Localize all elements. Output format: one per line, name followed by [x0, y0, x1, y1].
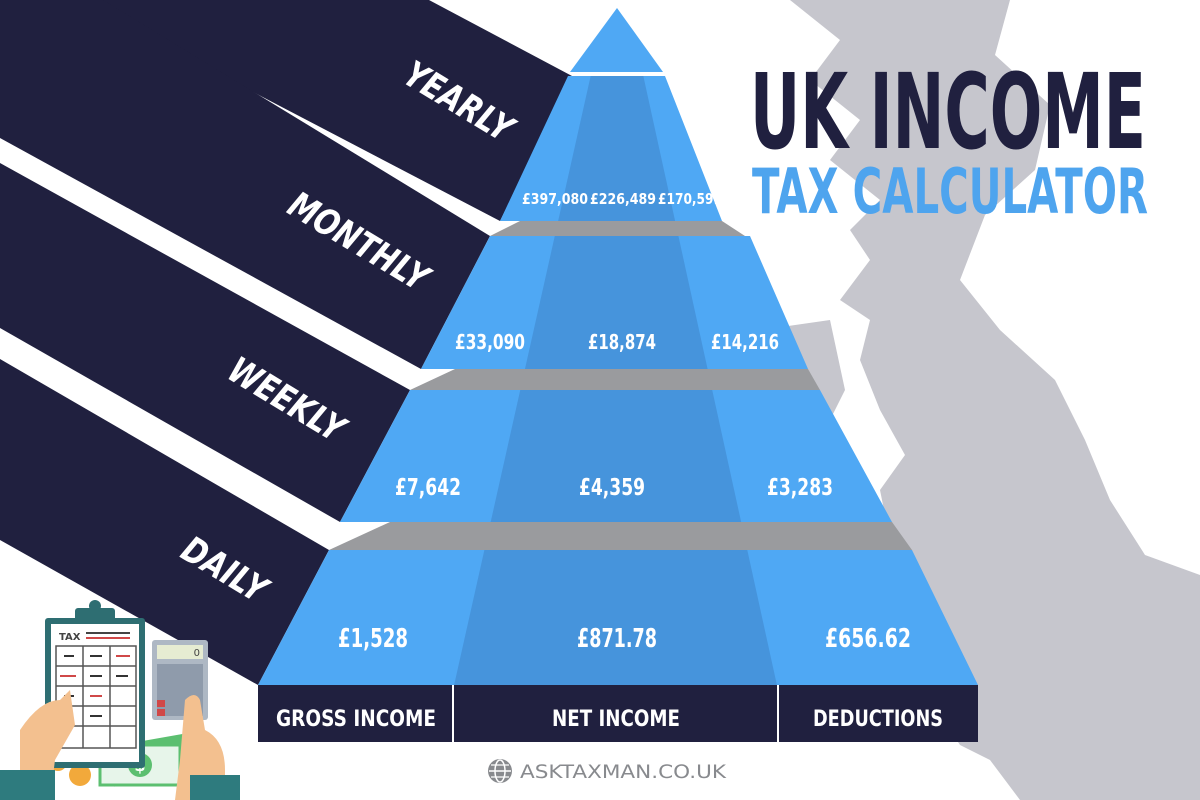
band-daily [0, 359, 329, 685]
monthly-net: £18,874 [588, 330, 656, 354]
band-monthly [0, 0, 490, 369]
monthly-gross: £33,090 [455, 330, 525, 354]
column-deductions: DEDUCTIONS [813, 707, 943, 732]
band-yearly [77, 0, 572, 221]
weekly-gross: £7,642 [395, 475, 461, 501]
globe-icon [488, 759, 512, 783]
ledge-2 [410, 369, 820, 390]
column-net-income: NET INCOME [552, 707, 680, 732]
svg-text:0: 0 [194, 648, 200, 659]
monthly-deductions: £14,216 [711, 330, 779, 354]
title-line-1: UK INCOME [750, 51, 1146, 173]
ledge-3 [329, 522, 912, 550]
daily-net: £871.78 [577, 624, 657, 654]
pyramid-cap [570, 8, 663, 72]
band-weekly [0, 163, 410, 522]
svg-text:TAX: TAX [59, 632, 81, 643]
column-header-bar [258, 685, 978, 742]
website-link[interactable]: ASKTAXMAN.CO.UK [520, 761, 727, 783]
yearly-gross: £397,080 [522, 190, 588, 208]
yearly-net: £226,489 [590, 190, 656, 208]
ledge-1 [490, 221, 745, 236]
hands-icon [0, 690, 240, 800]
column-gross-income: GROSS INCOME [276, 707, 436, 732]
title-line-2: TAX CALCULATOR [752, 155, 1148, 228]
daily-deductions: £656.62 [825, 624, 911, 654]
daily-gross: £1,528 [338, 624, 408, 654]
weekly-deductions: £3,283 [767, 475, 833, 501]
yearly-deductions: £170,591 [658, 190, 722, 208]
weekly-net: £4,359 [579, 475, 645, 501]
tax-illustration: $ TAX [0, 600, 240, 800]
uk-map-silhouette [790, 0, 1200, 800]
